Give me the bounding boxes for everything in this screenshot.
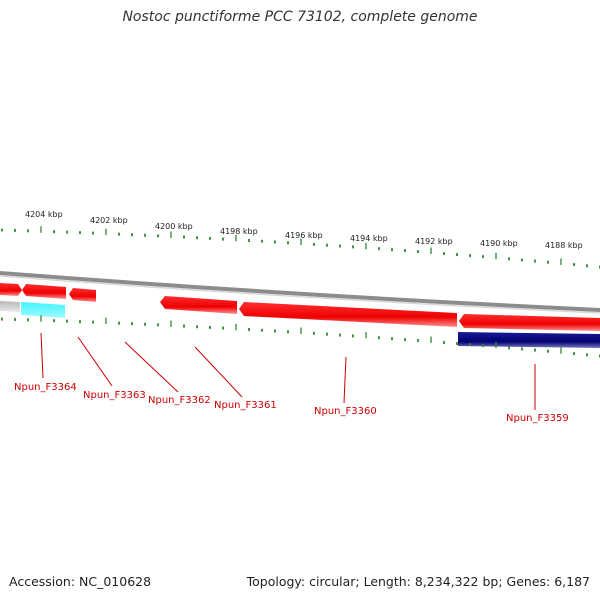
gene-label-npun-f3359: Npun_F3359 — [506, 413, 569, 424]
leader-npun-f3362 — [124, 341, 179, 393]
scale-label-4194: 4194 kbp — [350, 234, 388, 243]
accession-text: Accession: NC_010628 — [9, 574, 152, 589]
scale-label-4198: 4198 kbp — [220, 227, 258, 236]
scale-label-4204: 4204 kbp — [25, 210, 63, 219]
scale-label-4200: 4200 kbp — [155, 222, 193, 231]
gene-arrow-npun-f3364-plus — [22, 284, 66, 299]
map-title: Nostoc punctiforme PCC 73102, complete g… — [122, 9, 478, 25]
scale-ticks-top — [1, 226, 600, 269]
gene-arrow-npun-f3363 — [69, 288, 96, 302]
gene-label-npun-f3362: Npun_F3362 — [148, 395, 211, 406]
leader-npun-f3361 — [194, 346, 243, 398]
genome-summary-text: Topology: circular; Length: 8,234,322 bp… — [246, 574, 590, 589]
scale-label-4190: 4190 kbp — [480, 239, 518, 248]
scale-ticks-bottom — [1, 315, 600, 358]
gene-arrow-npun-f3365 — [0, 283, 22, 296]
scale-label-4196: 4196 kbp — [285, 231, 323, 240]
gene-arrow-npun-f3362 — [160, 296, 237, 314]
scale-label-4202: 4202 kbp — [90, 216, 128, 225]
backbone-highlight — [0, 275, 600, 314]
gene-arrow-cyan — [21, 302, 65, 318]
scale-label-4188: 4188 kbp — [545, 241, 583, 250]
gene-label-npun-f3364: Npun_F3364 — [14, 382, 77, 393]
minus-strand-track — [0, 301, 20, 312]
gene-label-npun-f3360: Npun_F3360 — [314, 406, 377, 417]
backbone-outer — [0, 271, 600, 312]
gene-arrow-npun-f3360 — [459, 314, 600, 331]
leader-npun-f3360 — [343, 356, 347, 404]
gene-arrow-npun-f3361 — [239, 302, 457, 327]
gene-label-npun-f3363: Npun_F3363 — [83, 390, 146, 401]
leader-npun-f3364 — [40, 332, 44, 379]
gene-label-npun-f3361: Npun_F3361 — [214, 400, 277, 411]
gene-arrow-navy — [458, 332, 600, 348]
leader-npun-f3363 — [77, 336, 113, 387]
scale-label-4192: 4192 kbp — [415, 237, 453, 246]
